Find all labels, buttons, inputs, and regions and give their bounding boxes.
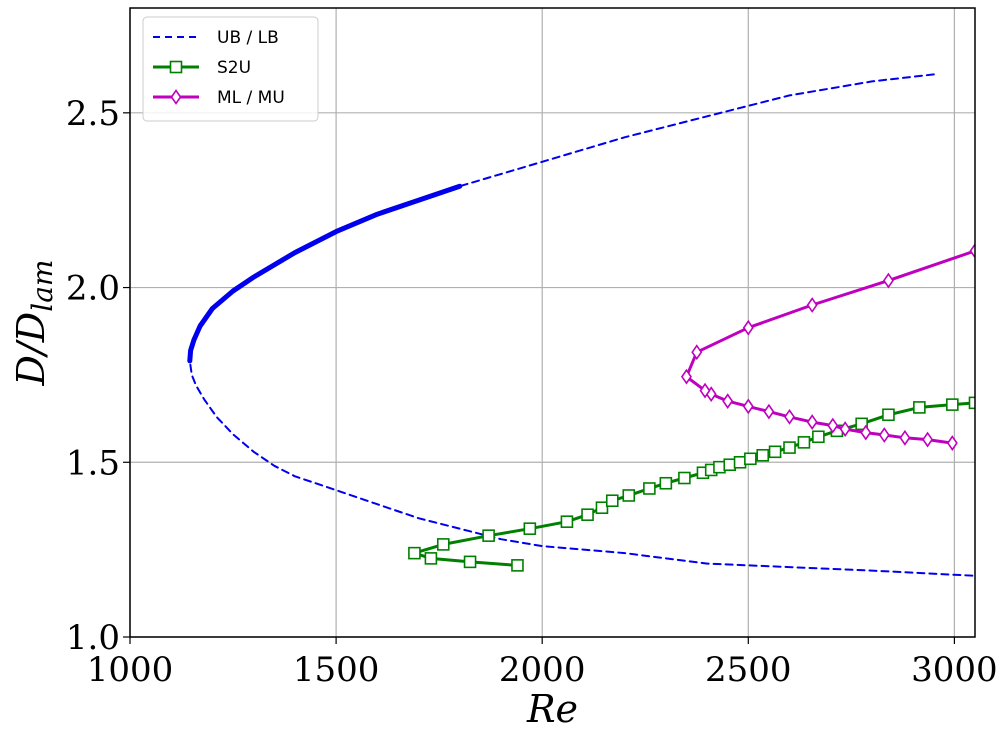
data-point-diamond	[827, 417, 839, 434]
legend-label: ML / MU	[217, 88, 285, 108]
data-point-square	[595, 501, 609, 515]
x-tick-label: 1500	[293, 650, 380, 690]
data-point-square	[463, 555, 477, 569]
data-point-diamond	[722, 393, 734, 410]
series-line	[188, 73, 975, 577]
data-point-square	[713, 460, 726, 474]
series-0	[188, 73, 975, 577]
data-point-square	[756, 448, 770, 462]
data-point-square	[882, 408, 895, 422]
x-tick-label: 3000	[911, 650, 998, 690]
series-line	[187, 183, 463, 364]
data-point-square	[783, 441, 796, 454]
data-point-diamond	[742, 319, 754, 336]
y-axis-title: D/Dlam	[9, 260, 59, 387]
y-axis-title-main: D/D	[9, 312, 53, 387]
data-point-square	[913, 401, 926, 414]
data-point-square	[733, 455, 747, 469]
data-point-diamond	[839, 421, 851, 437]
data-point-square	[812, 430, 825, 444]
data-point-square	[946, 398, 959, 411]
series-2	[408, 396, 975, 572]
data-point-diamond	[680, 368, 692, 385]
data-point-square	[436, 538, 450, 551]
series-line	[685, 249, 975, 445]
data-point-diamond	[170, 89, 182, 105]
y-axis-title-subscript: lam	[26, 260, 59, 312]
plot-frame	[129, 7, 976, 638]
y-tick-label: 2.0	[66, 269, 120, 309]
legend: UB / LB S2U ML / MU	[142, 16, 319, 122]
plot-area	[187, 73, 975, 577]
data-point-diamond	[699, 382, 711, 399]
series-3	[680, 242, 975, 451]
data-point-diamond	[899, 429, 911, 446]
data-point-square	[768, 445, 782, 459]
x-tick-label: 2500	[705, 650, 792, 690]
data-point-diamond	[784, 408, 795, 425]
data-point-diamond	[878, 427, 890, 443]
y-tick-label: 1.5	[66, 443, 120, 483]
data-point-square	[424, 552, 438, 565]
data-point-square	[723, 458, 737, 472]
legend-label: UB / LB	[217, 28, 279, 48]
series-line	[412, 401, 975, 567]
data-point-diamond	[922, 431, 934, 448]
data-point-square	[560, 515, 574, 528]
data-point-square	[744, 452, 757, 466]
data-point-diamond	[691, 344, 703, 361]
data-point-square	[581, 508, 594, 521]
data-point-square	[678, 471, 691, 485]
data-point-diamond	[742, 398, 754, 415]
x-tick-label: 1000	[87, 650, 174, 690]
data-point-diamond	[806, 297, 818, 313]
axis-ticks: 1000 1500 2000 2500 3000 1.0 1.5 2.0 2.5	[66, 94, 998, 690]
data-point-square	[523, 522, 537, 535]
data-point-square	[968, 396, 975, 410]
data-point-square	[605, 494, 619, 508]
series-1	[187, 183, 463, 364]
data-point-square	[797, 436, 811, 449]
data-point-square	[855, 417, 868, 431]
legend-box	[142, 16, 319, 122]
data-point-square	[643, 482, 656, 495]
data-point-diamond	[946, 435, 958, 451]
data-point-diamond	[860, 424, 872, 441]
data-point-square	[482, 529, 495, 542]
data-point-square	[659, 476, 673, 490]
data-point-square	[169, 60, 183, 74]
data-point-diamond	[969, 242, 975, 259]
y-tick-label: 1.0	[66, 618, 120, 658]
data-point-square	[622, 489, 636, 502]
x-axis-title: Re	[526, 687, 578, 731]
data-point-square	[408, 546, 421, 560]
data-point-diamond	[763, 403, 775, 420]
data-point-diamond	[806, 414, 818, 430]
y-tick-label: 2.5	[66, 94, 120, 134]
data-point-square	[511, 559, 524, 572]
legend-label: S2U	[217, 58, 251, 78]
data-point-diamond	[882, 272, 894, 289]
x-tick-label: 2000	[499, 650, 586, 690]
